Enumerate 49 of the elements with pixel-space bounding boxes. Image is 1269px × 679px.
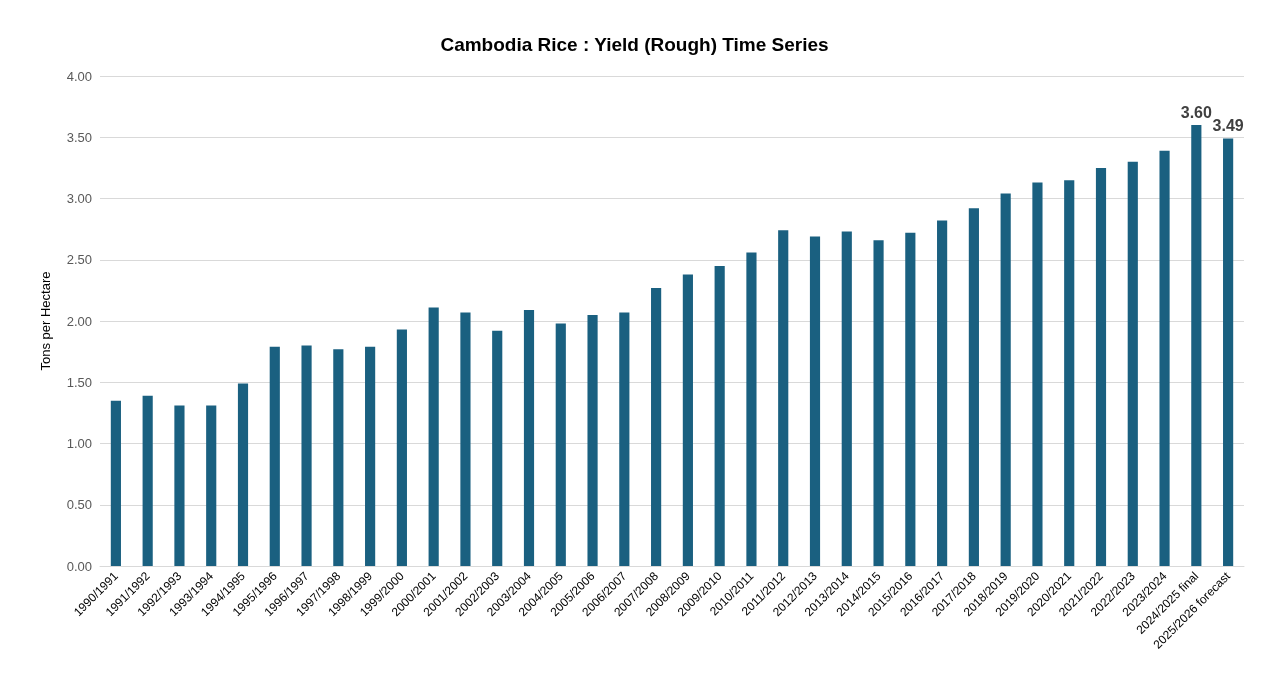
bar [460,312,471,566]
bar [365,346,376,566]
bar [523,309,535,566]
bar [937,220,948,566]
bar [778,230,789,566]
bar [237,383,249,566]
bar [142,395,153,566]
bar [1127,161,1138,566]
y-tick-label: 2.00 [66,313,92,329]
bar [1064,180,1075,566]
bar [1095,167,1107,566]
y-tick-label: 0.00 [66,558,92,574]
bar [841,231,852,566]
bar [110,400,121,566]
bar [206,405,217,566]
bar [682,274,693,566]
bar [1032,182,1043,566]
y-axis-title: Tons per Hectare [38,271,53,371]
bar [333,349,344,566]
bar [555,323,566,566]
bar [1191,125,1202,566]
y-tick-label: 3.00 [66,191,92,206]
bar [1223,138,1234,566]
bar [396,329,407,566]
bar [873,240,884,566]
y-tick-label: 3.50 [66,129,92,145]
bar [968,208,979,566]
y-tick-label: 1.00 [66,436,92,451]
bar [651,287,662,566]
bar [619,312,630,566]
bar [428,307,439,566]
bar [301,345,312,566]
bar [746,252,757,566]
bar [809,236,821,566]
data-label: 3.60 [1180,103,1213,121]
chart-title: Cambodia Rice : Yield (Rough) Time Series [440,34,829,55]
bar [1000,193,1011,566]
bar [1159,150,1170,566]
data-label: 3.49 [1212,116,1244,134]
y-tick-label: 0.50 [66,497,92,513]
y-tick-label: 1.50 [66,374,92,390]
bar [174,405,185,566]
y-tick-label: 4.00 [66,68,92,84]
bar [714,265,725,566]
bar [905,232,916,566]
y-tick-label: 2.50 [66,252,92,268]
bar [269,346,280,566]
bar [492,330,503,566]
bar [587,314,598,566]
